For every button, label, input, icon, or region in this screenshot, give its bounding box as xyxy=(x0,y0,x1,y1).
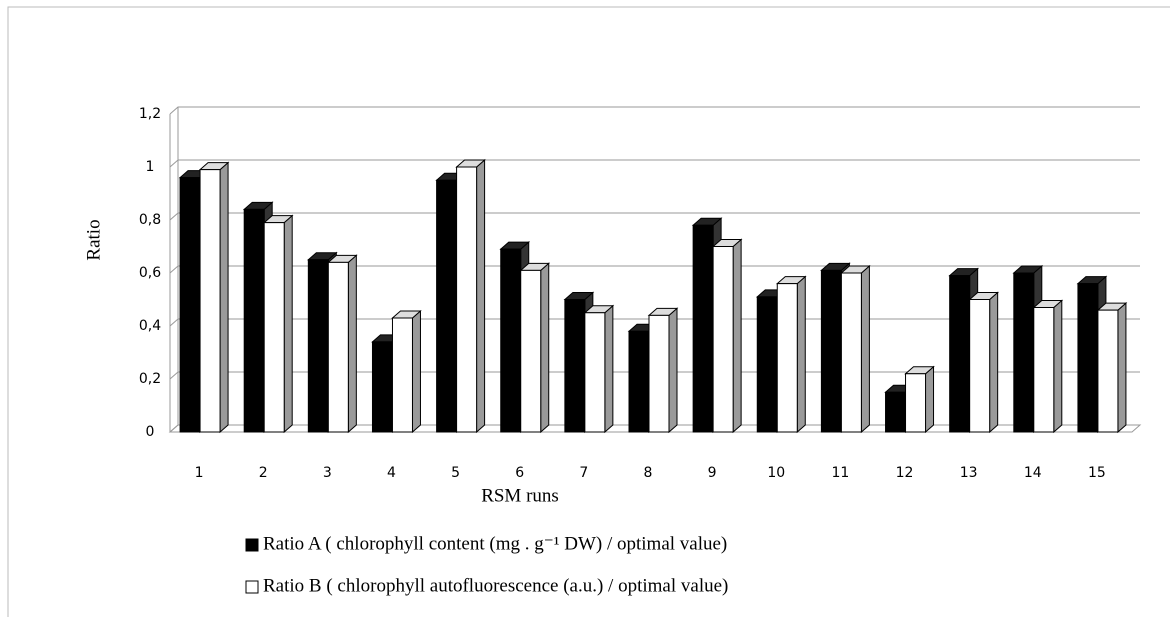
bar-side xyxy=(668,307,678,434)
bar-front xyxy=(949,275,971,433)
y-axis-title: Ratio xyxy=(83,219,104,260)
x-tick-label: 10 xyxy=(767,465,785,481)
bar-front xyxy=(436,179,458,433)
bar-side xyxy=(860,264,870,434)
bar-side xyxy=(283,214,293,434)
x-tick-label: 6 xyxy=(515,465,524,481)
bar-front xyxy=(1013,272,1035,433)
y-tick-label: 1,2 xyxy=(139,106,161,122)
bar-front xyxy=(179,177,201,433)
bar-front xyxy=(456,166,478,433)
bar xyxy=(583,304,615,434)
y-tick-label: 0,4 xyxy=(139,318,161,334)
bar-front xyxy=(712,246,734,433)
bar xyxy=(647,307,679,434)
bar-side xyxy=(540,262,550,434)
bar-side xyxy=(1117,301,1127,434)
bar-front xyxy=(1077,283,1099,433)
x-tick-label: 5 xyxy=(451,465,460,481)
bar xyxy=(198,161,230,434)
bar-side xyxy=(604,304,614,434)
grid-line xyxy=(169,212,1140,221)
bar-front xyxy=(820,269,842,433)
x-tick-label: 9 xyxy=(708,465,717,481)
grid-line xyxy=(169,371,1140,380)
x-tick-label: 4 xyxy=(387,465,396,481)
bar-front xyxy=(199,169,221,433)
bar xyxy=(968,291,999,434)
chart-frame xyxy=(7,6,1170,617)
grid-line xyxy=(169,159,1140,168)
grid-line xyxy=(169,265,1140,274)
y-tick-label: 0,2 xyxy=(139,371,161,387)
bar-front xyxy=(371,341,393,433)
bar xyxy=(519,262,551,434)
grid-line xyxy=(169,424,1140,433)
bar xyxy=(711,238,743,434)
legend-label: Ratio B ( chlorophyll autofluorescence (… xyxy=(263,575,728,596)
bar xyxy=(391,309,422,434)
bar-side xyxy=(347,254,357,434)
grid-line xyxy=(169,106,1140,115)
bar-side xyxy=(476,158,486,434)
bar-side xyxy=(411,309,421,434)
bar xyxy=(840,264,871,434)
bar-front xyxy=(391,317,413,433)
bar-front xyxy=(905,373,927,433)
bar-front xyxy=(1097,309,1119,433)
bar-front xyxy=(243,208,265,433)
bar-front xyxy=(628,330,650,433)
x-tick-label: 14 xyxy=(1024,465,1042,481)
bar xyxy=(775,275,807,434)
bar-front xyxy=(840,272,862,433)
bar xyxy=(1096,301,1128,434)
bar-side xyxy=(1053,299,1063,434)
bar-side xyxy=(732,238,742,434)
x-tick-label: 1 xyxy=(195,465,204,481)
x-axis-title: RSM runs xyxy=(481,485,559,506)
legend-label: Ratio A ( chlorophyll content (mg . g⁻¹ … xyxy=(263,533,727,554)
y-tick-label: 0,6 xyxy=(139,265,161,281)
bar-front xyxy=(776,283,798,433)
bar-front xyxy=(263,222,285,433)
bar xyxy=(1032,299,1064,434)
x-tick-label: 13 xyxy=(960,465,978,481)
bar-front xyxy=(520,269,542,433)
bar-front xyxy=(969,299,991,433)
bar-front xyxy=(500,248,522,433)
legend-swatch xyxy=(245,538,259,552)
bar-side xyxy=(925,365,935,434)
bar xyxy=(455,158,486,434)
x-tick-label: 11 xyxy=(831,465,849,481)
x-tick-label: 12 xyxy=(896,465,914,481)
y-tick-label: 0 xyxy=(146,424,155,440)
bar-front xyxy=(756,296,778,433)
bar xyxy=(262,214,294,434)
grid-line xyxy=(169,318,1140,327)
bar xyxy=(327,254,358,434)
bar-front xyxy=(648,314,670,433)
bar-front xyxy=(1033,306,1055,433)
y-tick-label: 1 xyxy=(146,159,155,175)
bar-front xyxy=(584,312,606,433)
bar-side xyxy=(796,275,806,434)
x-tick-label: 2 xyxy=(259,465,268,481)
y-tick-label: 0,8 xyxy=(139,212,161,228)
bar xyxy=(904,365,935,434)
bar-front xyxy=(885,391,907,433)
x-tick-label: 3 xyxy=(323,465,332,481)
bar-side xyxy=(219,161,229,434)
x-tick-label: 8 xyxy=(644,465,653,481)
bar-front xyxy=(307,259,329,433)
x-tick-label: 7 xyxy=(579,465,588,481)
bar-side xyxy=(989,291,999,434)
x-tick-label: 15 xyxy=(1088,465,1106,481)
legend-swatch xyxy=(245,580,259,594)
bar-front xyxy=(327,261,349,433)
bar-front xyxy=(692,224,714,433)
bar-front xyxy=(564,299,586,433)
